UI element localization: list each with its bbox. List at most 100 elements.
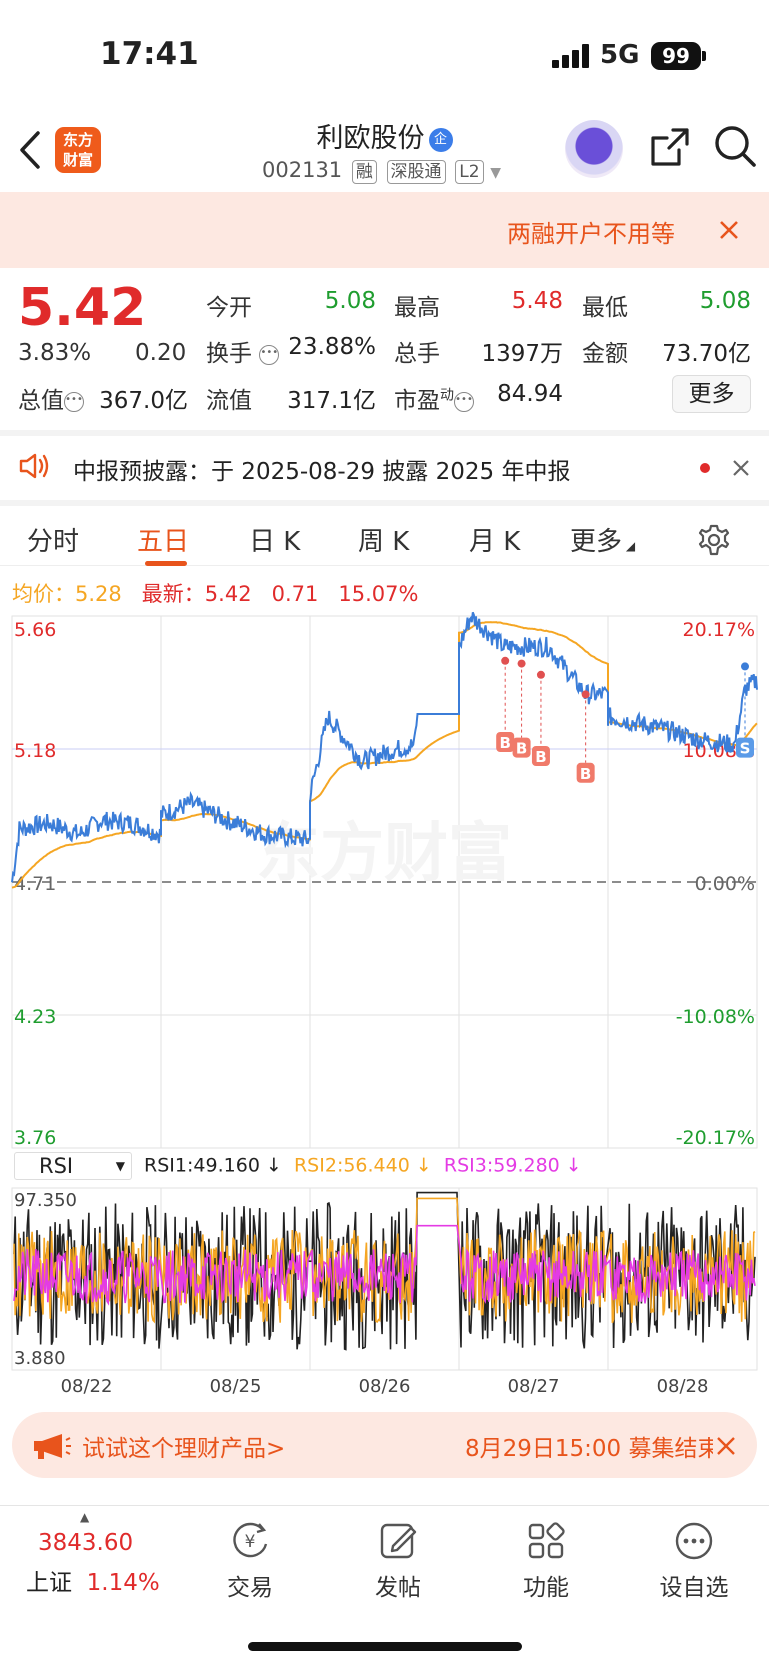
nav-add-watchlist[interactable]: 设自选 [634, 1520, 754, 1602]
rsi-frame [11, 1187, 758, 1371]
nav-functions[interactable]: 功能 [486, 1520, 606, 1602]
rsi2-label: RSI2:56.440 ↓ [293, 1154, 432, 1177]
marker-dot [536, 670, 545, 679]
close-icon[interactable] [733, 460, 749, 476]
ai-assistant-avatar[interactable] [565, 120, 623, 178]
open-value: 5.08 [324, 288, 376, 314]
signal-icon [552, 44, 589, 68]
rsi1-label: RSI1:49.160 ↓ [144, 1154, 282, 1177]
clock: 17:41 [100, 36, 199, 72]
tag-margin: 融 [351, 160, 377, 184]
banner-right-text: 8月29日15:00 募集结束 [465, 1436, 713, 1462]
stock-subtitle[interactable]: 002131 融 深股通 L2 ▼ [262, 158, 501, 184]
share-icon[interactable] [649, 126, 691, 168]
market-cap-label[interactable]: 总值••• [18, 388, 84, 414]
tab-intraday[interactable]: 分时 [27, 527, 80, 557]
rsi-line-rsi2 [13, 1197, 756, 1324]
nav-post[interactable]: 发帖 [338, 1520, 458, 1602]
legend-change-amount: 0.71 [271, 582, 319, 606]
tab-five-day[interactable]: 五日 [137, 527, 190, 557]
market-cap-value: 367.0亿 [99, 388, 188, 414]
info-icon[interactable]: ••• [64, 392, 84, 412]
latest-value: 5.42 [204, 582, 252, 606]
low-label: 最低 [582, 295, 628, 321]
app-logo[interactable]: 东方 财富 [55, 127, 101, 173]
five-day-chart[interactable]: 东方财富 5.665.184.714.233.7620.17%10.08%0.0… [0, 610, 769, 1400]
megaphone-icon [34, 1434, 71, 1459]
y-tick-left: 3.76 [14, 1127, 56, 1149]
high-value: 5.48 [511, 288, 563, 314]
tab-more[interactable]: 更多 ◢ [570, 527, 636, 557]
network-type: 5G [600, 40, 640, 70]
notice-text[interactable]: 中报预披露：于 2025-08-29 披露 2025 年中报 [73, 459, 571, 485]
open-label: 今开 [206, 295, 252, 321]
sell-marker-label: S [740, 740, 751, 758]
index-value[interactable]: 3843.60 [38, 1530, 134, 1556]
turnover-value: 23.88% [288, 334, 376, 360]
status-bar: 17:41 5G 99 [0, 0, 769, 110]
latest-label: 最新： [141, 582, 205, 606]
promo-bar[interactable]: 两融开户不用等 [0, 192, 769, 268]
tab-daily-k[interactable]: 日 K [249, 527, 301, 557]
float-cap-value: 317.1亿 [287, 388, 376, 414]
stock-code: 002131 [262, 158, 343, 182]
tag-connect: 深股通 [386, 160, 446, 184]
notice-bar[interactable]: 中报预披露：于 2025-08-29 披露 2025 年中报 [0, 430, 769, 496]
home-indicator [248, 1642, 522, 1651]
stock-header: 东方 财富 利欧股份企 002131 融 深股通 L2 ▼ [0, 110, 769, 192]
rsi-lines [13, 1191, 756, 1351]
y-tick-left: 5.66 [14, 619, 56, 641]
wealth-banner[interactable]: 试试这个理财产品> 8月29日15:00 募集结束 [12, 1412, 757, 1478]
stock-title: 利欧股份企 [0, 116, 769, 155]
rsi3-label: RSI3:59.280 ↓ [443, 1154, 582, 1177]
promo-text[interactable]: 两融开户不用等 [507, 220, 675, 248]
trade-markers: B B BBS [496, 656, 754, 783]
close-icon[interactable] [719, 220, 739, 240]
speaker-icon [19, 453, 49, 479]
avg-label: 均价： [12, 582, 75, 606]
turnover-label[interactable]: 换手 ••• [206, 341, 280, 367]
banner-left-text[interactable]: 试试这个理财产品> [82, 1436, 286, 1462]
tab-weekly-k[interactable]: 周 K [358, 527, 410, 557]
y-tick-left: 4.23 [14, 1006, 56, 1028]
x-tick-label: 08/28 [657, 1376, 709, 1397]
y-tick-right: -10.08% [676, 1006, 755, 1028]
info-icon[interactable]: ••• [259, 345, 280, 365]
low-value: 5.08 [699, 288, 751, 314]
gear-icon[interactable] [697, 523, 731, 557]
index-info[interactable]: 上证 1.14% [26, 1570, 160, 1596]
x-axis-labels: 08/22 08/25 08/26 08/27 08/28 [61, 1376, 709, 1397]
sell-marker [736, 737, 754, 758]
info-icon[interactable]: ••• [454, 392, 474, 412]
pe-label[interactable]: 市盈动••• [394, 387, 474, 414]
back-icon[interactable] [18, 130, 42, 170]
buy-marker-label: B [535, 748, 546, 766]
legend-change-percent: 15.07% [338, 582, 419, 606]
close-icon[interactable] [717, 1437, 735, 1455]
more-button[interactable]: 更多 [672, 375, 751, 413]
price-line [11, 611, 758, 883]
quote-panel: 5.42 3.83% 0.20 今开 5.08 最高 5.48 最低 5.08 … [0, 268, 769, 428]
buy-marker [576, 762, 595, 783]
chart-legend: 均价：5.28 最新：5.42 0.71 15.07% [12, 578, 418, 608]
x-tick-label: 08/26 [359, 1376, 411, 1397]
change-amount: 0.20 [135, 340, 187, 366]
buy-marker-label: B [580, 765, 591, 783]
battery-icon: 99 [651, 42, 701, 70]
more-circle-icon [675, 1522, 713, 1560]
volume-label: 总手 [394, 341, 440, 367]
nav-trade[interactable]: ¥ 交易 [190, 1520, 310, 1602]
y-tick-right: 0.00% [695, 873, 755, 895]
search-icon[interactable] [713, 124, 757, 168]
unread-dot [700, 463, 710, 473]
buy-marker-label: B [516, 740, 527, 758]
marker-dot [581, 690, 590, 699]
x-tick-label: 08/27 [508, 1376, 560, 1397]
indicator-select[interactable]: RSI ▼ [14, 1152, 132, 1180]
high-label: 最高 [394, 295, 440, 321]
x-tick-label: 08/22 [61, 1376, 113, 1397]
tab-monthly-k[interactable]: 月 K [469, 527, 521, 557]
avg-value: 5.28 [75, 582, 122, 606]
svg-text:¥: ¥ [245, 1532, 256, 1552]
tag-level2: L2 [455, 160, 484, 184]
